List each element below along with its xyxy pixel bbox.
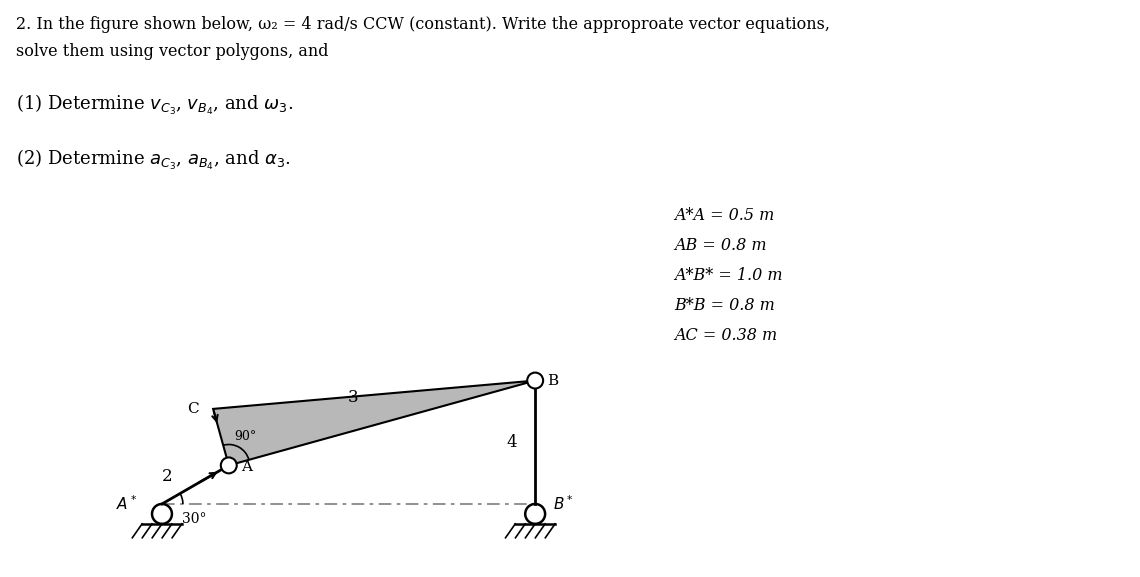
Text: 4: 4 xyxy=(506,434,518,451)
Text: 30°: 30° xyxy=(182,512,206,526)
Circle shape xyxy=(221,458,237,473)
Text: B*B = 0.8 m: B*B = 0.8 m xyxy=(675,297,775,314)
Text: $B^*$: $B^*$ xyxy=(553,494,573,514)
Text: 3: 3 xyxy=(348,389,358,406)
Text: A*A = 0.5 m: A*A = 0.5 m xyxy=(675,207,775,224)
Text: A*B* = 1.0 m: A*B* = 1.0 m xyxy=(675,267,783,284)
Text: 2. In the figure shown below, ω₂ = 4 rad/s CCW (constant). Write the approproate: 2. In the figure shown below, ω₂ = 4 rad… xyxy=(16,16,830,33)
Text: AC = 0.38 m: AC = 0.38 m xyxy=(675,327,777,344)
Circle shape xyxy=(527,373,543,388)
Text: 90°: 90° xyxy=(234,430,256,443)
Text: AB = 0.8 m: AB = 0.8 m xyxy=(675,237,767,254)
Text: (1) Determine $v_{C_3}$, $v_{B_4}$, and $\omega_3$.: (1) Determine $v_{C_3}$, $v_{B_4}$, and … xyxy=(16,93,293,117)
Polygon shape xyxy=(213,381,535,466)
Text: A: A xyxy=(241,460,252,474)
Text: B: B xyxy=(547,373,559,388)
Text: 2: 2 xyxy=(162,468,173,485)
Text: C: C xyxy=(188,402,200,416)
Text: (2) Determine $a_{C_3}$, $a_{B_4}$, and $\alpha_3$.: (2) Determine $a_{C_3}$, $a_{B_4}$, and … xyxy=(16,148,291,172)
Text: solve them using vector polygons, and: solve them using vector polygons, and xyxy=(16,43,328,60)
Text: $A^*$: $A^*$ xyxy=(115,494,137,514)
